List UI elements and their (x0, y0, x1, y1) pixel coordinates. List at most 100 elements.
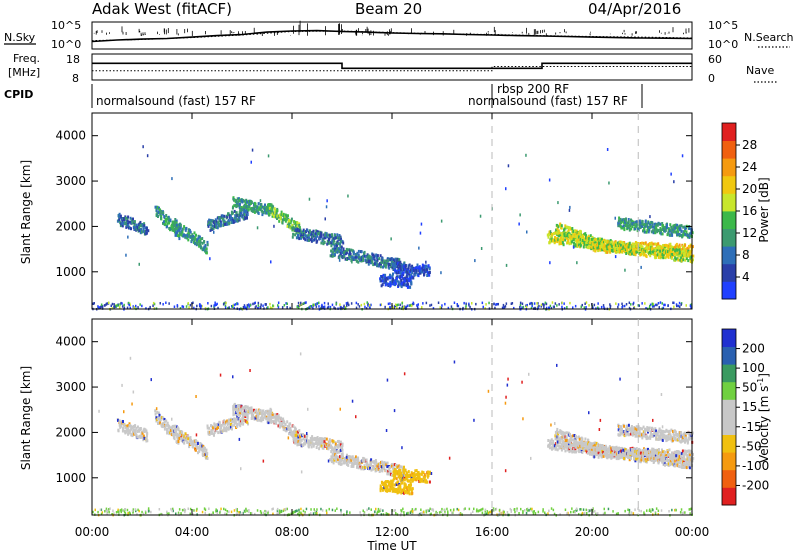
ground-scatter-cell (101, 304, 103, 308)
echo-cell (400, 278, 403, 282)
echo-cell (657, 251, 659, 254)
echo-cell (416, 473, 418, 477)
echo-cell (167, 426, 170, 430)
echo-cell (196, 242, 199, 246)
echo-cell (578, 230, 581, 234)
echo-cell (409, 487, 412, 491)
ground-scatter-cell (667, 304, 669, 307)
echo-cell (574, 238, 577, 242)
ground-scatter-cell (272, 304, 274, 307)
echo-cell (175, 231, 177, 235)
echo-cell (602, 247, 605, 250)
echo-cell (666, 246, 669, 250)
echo-cell (381, 283, 384, 287)
echo-cell (306, 238, 309, 242)
echo-cell (271, 214, 274, 218)
echo-cell (627, 250, 630, 254)
echo-cell (642, 229, 644, 233)
ground-scatter-cell (189, 303, 192, 307)
echo-cell (248, 411, 251, 415)
ground-scatter-cell (521, 306, 523, 309)
echo-cell (343, 255, 346, 259)
echo-cell (385, 263, 388, 266)
echo-cell (554, 434, 557, 438)
echo-cell (628, 228, 631, 232)
echo-cell (591, 241, 594, 245)
ground-scatter-cell (105, 302, 107, 306)
echo-cell (652, 231, 655, 235)
ground-scatter-cell (141, 304, 143, 308)
echo-cell (219, 217, 222, 221)
echo-cell (651, 229, 654, 233)
echo-cell (325, 442, 328, 446)
echo-cell (142, 434, 145, 438)
echo-cell (550, 236, 553, 240)
isolated-echo-cell (325, 205, 328, 209)
echo-cell (205, 247, 208, 251)
ground-scatter-cell (645, 307, 647, 310)
echo-cell (557, 231, 559, 235)
echo-cell (363, 252, 366, 256)
echo-cell (389, 276, 392, 280)
echo-cell (172, 225, 175, 229)
echo-cell (206, 426, 209, 430)
echo-cell (415, 266, 418, 269)
echo-cell (397, 490, 400, 494)
echo-cell (320, 241, 323, 245)
echo-cell (220, 216, 223, 220)
ground-scatter-cell (679, 305, 681, 308)
echo-cell (142, 227, 145, 231)
echo-cell (225, 429, 228, 433)
ground-scatter-cell (625, 303, 628, 306)
echo-cell (587, 237, 590, 241)
ground-scatter-cell (504, 305, 507, 308)
echo-cell (143, 436, 146, 440)
ground-scatter-cell (637, 304, 639, 307)
isolated-echo-cell (171, 177, 173, 181)
ground-scatter-cell (496, 303, 498, 306)
isolated-echo-cell (549, 230, 552, 234)
echo-cell (584, 232, 587, 236)
ground-scatter-cell (341, 306, 343, 310)
echo-cell (243, 411, 246, 415)
echo-cell (320, 444, 323, 448)
echo-cell (398, 464, 401, 468)
echo-cell (274, 415, 277, 419)
echo-cell (339, 448, 342, 452)
echo-cell (241, 200, 244, 204)
echo-cell (238, 404, 241, 407)
echo-cell (638, 251, 641, 255)
isolated-echo-cell (548, 178, 551, 182)
ground-scatter-cell (462, 306, 464, 310)
echo-cell (662, 224, 665, 228)
echo-cell (192, 445, 195, 449)
echo-cell (265, 208, 268, 211)
echo-cell (380, 284, 383, 288)
echo-cell (125, 225, 128, 229)
ground-scatter-cell (621, 302, 623, 306)
echo-cell (285, 429, 288, 433)
echo-cell (181, 433, 183, 437)
echo-cell (565, 236, 568, 240)
echo-cell (253, 207, 256, 211)
ground-scatter-cell (242, 306, 245, 309)
echo-cell (193, 442, 196, 446)
echo-cell (171, 424, 174, 428)
echo-cell (277, 418, 280, 422)
echo-cell (276, 414, 279, 418)
echo-cell (566, 230, 569, 234)
echo-cell (145, 227, 148, 230)
ground-scatter-cell (227, 306, 229, 310)
echo-cell (603, 243, 606, 246)
date-label: 04/Apr/2016 (588, 0, 681, 18)
echo-cell (206, 240, 209, 244)
echo-cell (117, 214, 120, 218)
echo-cell (419, 267, 422, 271)
velocity-echo-cells (92, 352, 695, 517)
freq-tick-bottom: 8 (72, 72, 79, 85)
echo-cell (293, 439, 296, 443)
ground-scatter-cell (285, 302, 287, 305)
echo-cell (647, 225, 649, 229)
echo-cell (572, 231, 575, 235)
ground-scatter-cell (199, 303, 201, 306)
